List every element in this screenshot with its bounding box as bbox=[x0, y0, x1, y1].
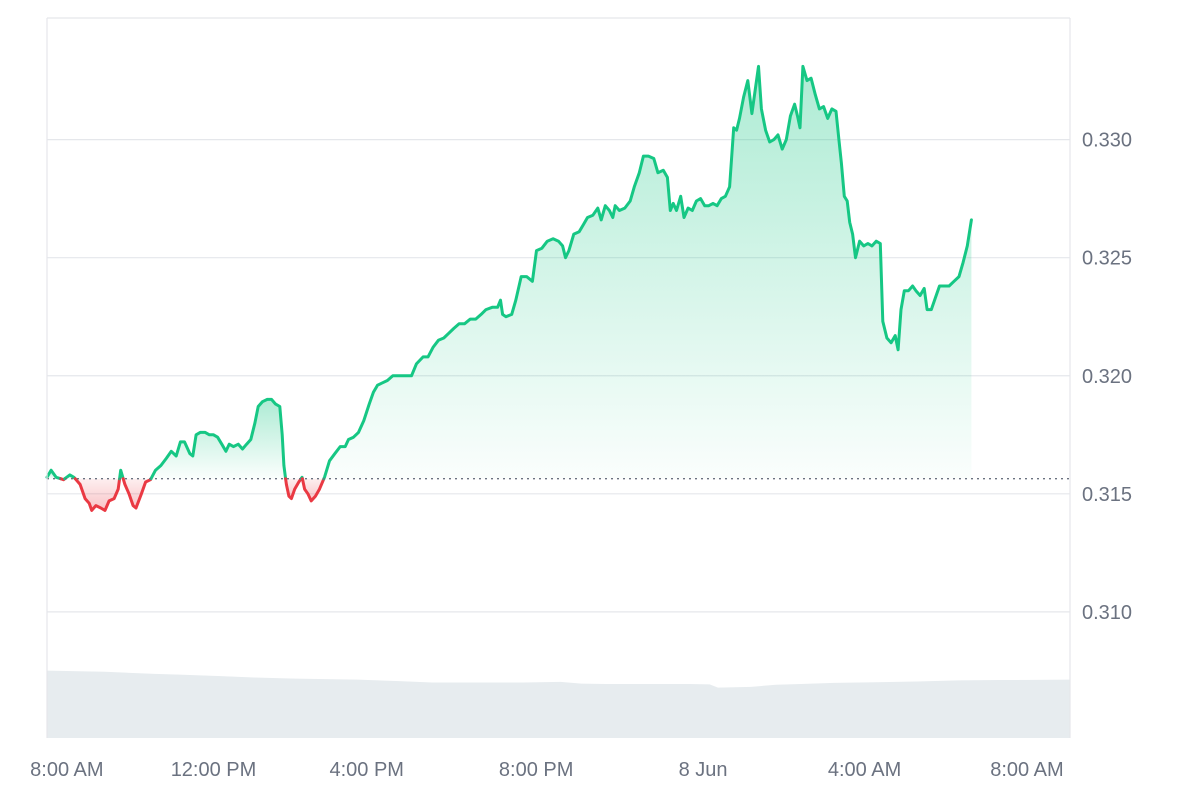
y-tick-label: 0.320 bbox=[1082, 366, 1132, 388]
price-area-above-baseline bbox=[323, 66, 972, 479]
x-axis-ticks: 8:00 AM 12:00 PM 4:00 PM 8:00 PM 8 Jun 4:00 A… bbox=[30, 759, 1063, 781]
price-line-up bbox=[118, 468, 125, 481]
volume-bars bbox=[47, 670, 1070, 738]
price-area-below-baseline bbox=[75, 478, 120, 511]
y-tick-label: 0.325 bbox=[1082, 248, 1132, 270]
price-line-up bbox=[45, 468, 63, 481]
y-tick-label: 0.315 bbox=[1082, 484, 1132, 506]
plot-frame bbox=[46, 17, 1071, 738]
x-tick-label: 8:00 AM bbox=[990, 759, 1063, 781]
x-tick-label: 4:00 AM bbox=[828, 759, 901, 781]
price-line bbox=[45, 64, 1070, 512]
price-line-down bbox=[73, 477, 122, 512]
y-tick-label: 0.310 bbox=[1082, 602, 1132, 624]
y-axis-ticks: 0.310 0.315 0.320 0.325 0.330 bbox=[1082, 130, 1132, 624]
price-line-down bbox=[121, 477, 153, 510]
x-tick-label: 4:00 PM bbox=[329, 759, 403, 781]
price-line-down bbox=[300, 477, 326, 503]
price-area-below-baseline bbox=[302, 478, 324, 501]
y-tick-label: 0.330 bbox=[1082, 130, 1132, 152]
x-tick-label: 8:00 AM bbox=[30, 759, 103, 781]
x-tick-label: 12:00 PM bbox=[171, 759, 257, 781]
price-line-down bbox=[284, 477, 303, 501]
price-line-up bbox=[322, 64, 973, 481]
volume-area bbox=[47, 670, 1070, 738]
price-line-up bbox=[149, 397, 288, 481]
x-tick-label: 8:00 PM bbox=[499, 759, 573, 781]
x-tick-label: 8 Jun bbox=[679, 759, 728, 781]
